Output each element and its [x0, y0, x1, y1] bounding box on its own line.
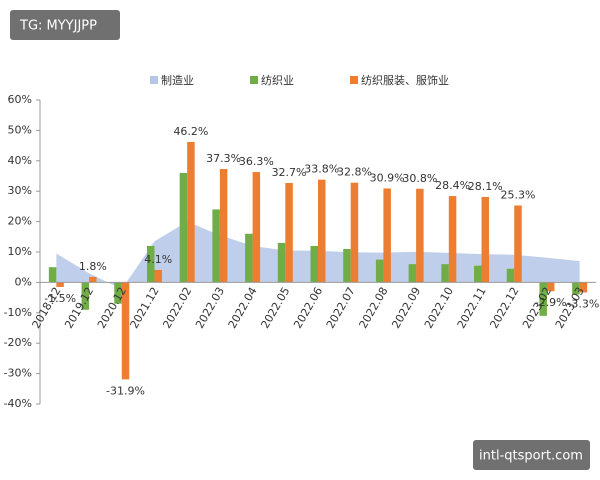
value-label: 32.8%	[337, 166, 372, 179]
x-tick-label: 2022.07	[324, 285, 358, 331]
bar	[408, 264, 417, 283]
bar	[546, 282, 555, 292]
y-tick-label: -30%	[4, 367, 32, 380]
legend-label: 纺织业	[261, 73, 294, 87]
value-label: 1.8%	[79, 260, 107, 273]
bar	[343, 248, 351, 283]
y-tick-label: -10%	[4, 306, 32, 319]
bar	[383, 188, 391, 283]
bar	[277, 242, 286, 283]
bar	[114, 282, 122, 304]
watermark: TG: MYYJJPP	[19, 19, 97, 34]
bar	[474, 265, 482, 283]
bar	[187, 141, 195, 283]
bar	[285, 182, 293, 283]
value-label: 33.8%	[304, 163, 339, 176]
y-tick-label: -40%	[4, 397, 32, 410]
watermark-box	[10, 10, 120, 40]
bar	[56, 282, 64, 287]
value-label: -2.9%	[535, 296, 567, 309]
watermark-box	[473, 440, 590, 470]
watermark: intl-qtsport.com	[479, 449, 583, 464]
y-tick-label: 10%	[8, 245, 32, 258]
value-label: 4.1%	[144, 253, 172, 266]
bar	[441, 264, 449, 283]
y-tick-label: -20%	[4, 336, 32, 349]
y-tick-label: 30%	[8, 184, 32, 197]
bar	[146, 245, 155, 283]
x-tick-label: 2022.11	[455, 285, 489, 331]
value-label: -3.3%	[567, 297, 599, 310]
bar	[121, 282, 130, 380]
value-label: 28.4%	[435, 179, 470, 192]
legend-swatch	[350, 76, 358, 84]
bar	[375, 259, 384, 283]
bar	[539, 282, 547, 316]
value-label: -31.9%	[106, 384, 145, 397]
bar	[154, 269, 162, 283]
x-tick-label: 2022.09	[389, 285, 423, 331]
y-tick-label: 20%	[8, 215, 32, 228]
bar	[481, 196, 490, 283]
bar	[89, 276, 97, 283]
x-tick-label: 2022.12	[487, 285, 521, 331]
value-label: 25.3%	[501, 188, 536, 201]
bar	[514, 205, 522, 283]
y-tick-label: 0%	[15, 275, 32, 288]
bar	[350, 182, 359, 283]
x-tick-label: 2022.06	[291, 285, 325, 331]
bar	[448, 196, 457, 283]
bar	[310, 245, 318, 283]
x-tick-label: 2022.10	[422, 285, 456, 331]
bar	[318, 179, 326, 283]
legend-label: 纺织服装、服饰业	[361, 73, 449, 87]
bar	[245, 233, 253, 283]
value-label: -1.5%	[44, 292, 76, 305]
legend-label: 制造业	[161, 73, 194, 87]
x-tick-label: 2022.05	[258, 285, 292, 331]
value-label: 36.3%	[239, 155, 274, 168]
x-tick-label: 2022.04	[226, 285, 260, 331]
y-tick-label: 60%	[8, 93, 32, 106]
legend-swatch	[150, 76, 158, 84]
value-label: 46.2%	[173, 125, 208, 138]
bar	[506, 268, 515, 283]
bar	[81, 282, 90, 310]
x-tick-label: 2021.12	[128, 285, 162, 331]
y-tick-label: 40%	[8, 154, 32, 167]
bar	[179, 172, 188, 283]
value-label: 30.8%	[402, 172, 437, 185]
bar	[219, 169, 228, 283]
value-label: 32.7%	[272, 166, 307, 179]
value-label: 28.1%	[468, 180, 503, 193]
bar	[252, 172, 261, 283]
bar	[416, 188, 424, 283]
bar	[579, 282, 588, 293]
x-tick-label: 2022.03	[193, 285, 227, 331]
y-tick-label: 50%	[8, 123, 32, 136]
value-label: 37.3%	[206, 152, 241, 165]
bar	[48, 267, 57, 283]
x-tick-label: 2022.08	[357, 285, 391, 331]
legend-swatch	[250, 76, 258, 84]
value-label: 30.9%	[370, 171, 405, 184]
bar	[212, 209, 220, 283]
x-tick-label: 2022.02	[160, 285, 194, 331]
bar	[572, 282, 580, 295]
